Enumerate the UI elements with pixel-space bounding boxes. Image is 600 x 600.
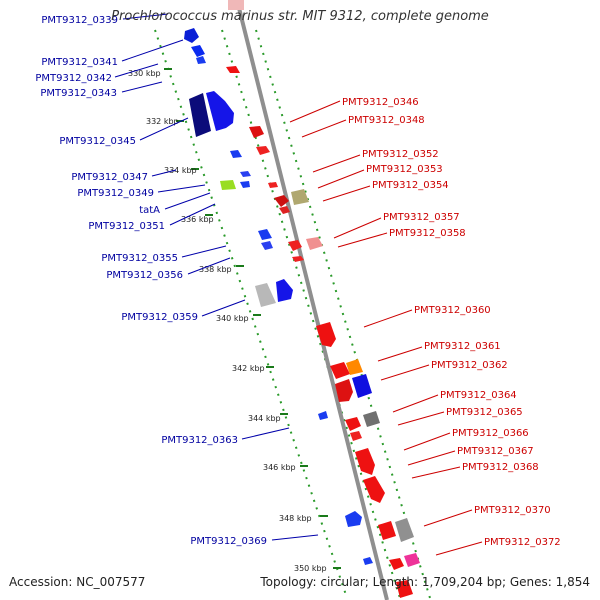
gene-label[interactable]: PMT9312_0372 — [484, 537, 561, 548]
gene-label[interactable]: PMT9312_0343 — [40, 88, 117, 99]
gene-label[interactable]: PMT9312_0360 — [414, 305, 491, 316]
gene-forward[interactable] — [396, 580, 413, 598]
gene-label[interactable]: PMT9312_0352 — [362, 149, 439, 160]
kbp-label: 338 kbp — [199, 265, 232, 274]
gene-label[interactable]: PMT9312_0347 — [71, 172, 148, 183]
gene-label[interactable]: PMT9312_0355 — [101, 253, 178, 264]
gene-forward[interactable] — [256, 146, 270, 155]
gene-forward[interactable] — [292, 256, 304, 262]
kbp-label: 340 kbp — [216, 314, 249, 323]
gene-label[interactable]: PMT9312_0341 — [41, 57, 118, 68]
labels-right: PMT9312_0346 PMT9312_0348 PMT9312_0352 P… — [342, 97, 561, 548]
gene-pink[interactable] — [306, 237, 323, 250]
gene-forward[interactable] — [355, 448, 375, 475]
label-leader-lines — [114, 13, 483, 556]
gene-label[interactable]: PMT9312_0345 — [59, 136, 136, 147]
gene-forward[interactable] — [274, 195, 289, 207]
genome-backbone — [235, 0, 389, 600]
gene-label[interactable]: PMT9312_0348 — [348, 115, 425, 126]
kbp-label: 348 kbp — [279, 514, 312, 523]
gene-reverse[interactable] — [230, 150, 242, 158]
gene-dark-grey[interactable] — [363, 411, 380, 427]
gene-reverse[interactable] — [363, 557, 373, 565]
gene-reverse[interactable] — [206, 91, 234, 131]
gene-reverse[interactable] — [345, 511, 362, 527]
gene-label[interactable]: PMT9312_0363 — [161, 435, 238, 446]
gene-forward[interactable] — [378, 521, 396, 540]
gene-label[interactable]: tatA — [139, 205, 160, 216]
gene-reverse[interactable] — [318, 411, 328, 420]
gene-reverse[interactable] — [261, 241, 273, 250]
gene-label[interactable]: PMT9312_0370 — [474, 505, 551, 516]
gene-label[interactable]: PMT9312_0365 — [446, 407, 523, 418]
gene-forward[interactable] — [249, 126, 264, 138]
genome-summary-text: Topology: circular; Length: 1,709,204 bp… — [260, 575, 590, 589]
gene-grey[interactable] — [395, 518, 414, 542]
gene-forward[interactable] — [268, 182, 278, 188]
gene-forward[interactable] — [350, 431, 362, 441]
gene-reverse[interactable] — [352, 374, 372, 398]
labels-left: PMT9312_0339 PMT9312_0341 PMT9312_0342 P… — [35, 15, 267, 547]
gene-forward[interactable] — [279, 206, 290, 214]
gene-reverse[interactable] — [189, 93, 211, 137]
gene-label[interactable]: PMT9312_0354 — [372, 180, 449, 191]
gene-orange[interactable] — [346, 359, 363, 375]
gene-label[interactable]: PMT9312_0361 — [424, 341, 501, 352]
forward-strand-genes — [226, 0, 420, 598]
reverse-strand-genes — [184, 28, 373, 565]
gene-label[interactable]: PMT9312_0356 — [106, 270, 183, 281]
gene-magenta[interactable] — [404, 553, 420, 567]
gene-forward[interactable] — [335, 379, 353, 402]
kbp-label: 336 kbp — [181, 215, 214, 224]
gene-reverse[interactable] — [258, 229, 272, 240]
dotted-track-lines — [154, 29, 431, 599]
gene-reverse[interactable] — [191, 45, 205, 57]
gene-label[interactable]: PMT9312_0358 — [389, 228, 466, 239]
gene-reverse[interactable] — [276, 279, 293, 302]
gene-label[interactable]: PMT9312_0366 — [452, 428, 529, 439]
gene-label[interactable]: PMT9312_0364 — [440, 390, 517, 401]
kbp-label: 330 kbp — [128, 69, 161, 78]
gene-pale-pink[interactable] — [228, 0, 244, 10]
gene-label[interactable]: PMT9312_0369 — [190, 536, 267, 547]
gene-misc-green[interactable] — [220, 180, 236, 190]
kbp-label: 346 kbp — [263, 463, 296, 472]
gene-label[interactable]: PMT9312_0351 — [88, 221, 165, 232]
gene-forward[interactable] — [330, 362, 350, 379]
gene-reverse[interactable] — [240, 171, 251, 177]
map-title: Prochlorococcus marinus str. MIT 9312, c… — [111, 9, 489, 24]
gene-label[interactable]: PMT9312_0342 — [35, 73, 112, 84]
kbp-label: 342 kbp — [232, 364, 265, 373]
gene-label[interactable]: PMT9312_0346 — [342, 97, 419, 108]
gene-forward[interactable] — [363, 476, 385, 503]
kbp-label: 350 kbp — [294, 564, 327, 573]
gene-forward[interactable] — [316, 322, 336, 347]
gene-forward[interactable] — [288, 240, 302, 251]
gene-forward[interactable] — [226, 66, 240, 73]
kbp-ticks — [164, 68, 341, 569]
gene-reverse[interactable] — [240, 181, 250, 188]
gene-label[interactable]: PMT9312_0359 — [121, 312, 198, 323]
kbp-label: 334 kbp — [164, 166, 197, 175]
gene-reverse[interactable] — [196, 56, 206, 64]
gene-label[interactable]: PMT9312_0362 — [431, 360, 508, 371]
gene-reverse[interactable] — [184, 28, 199, 43]
gene-label[interactable]: PMT9312_0368 — [462, 462, 539, 473]
gene-label[interactable]: PMT9312_0357 — [383, 212, 460, 223]
gene-forward[interactable] — [345, 417, 361, 431]
gene-forward[interactable] — [389, 558, 404, 570]
gene-label[interactable]: PMT9312_0367 — [457, 446, 534, 457]
gene-grey[interactable] — [255, 283, 276, 307]
gene-label[interactable]: PMT9312_0339 — [41, 15, 118, 26]
kbp-label: 332 kbp — [146, 117, 179, 126]
gene-label[interactable]: PMT9312_0349 — [77, 188, 154, 199]
gene-olive[interactable] — [291, 189, 309, 205]
accession-text: Accession: NC_007577 — [9, 575, 146, 589]
gene-label[interactable]: PMT9312_0353 — [366, 164, 443, 175]
kbp-label: 344 kbp — [248, 414, 281, 423]
